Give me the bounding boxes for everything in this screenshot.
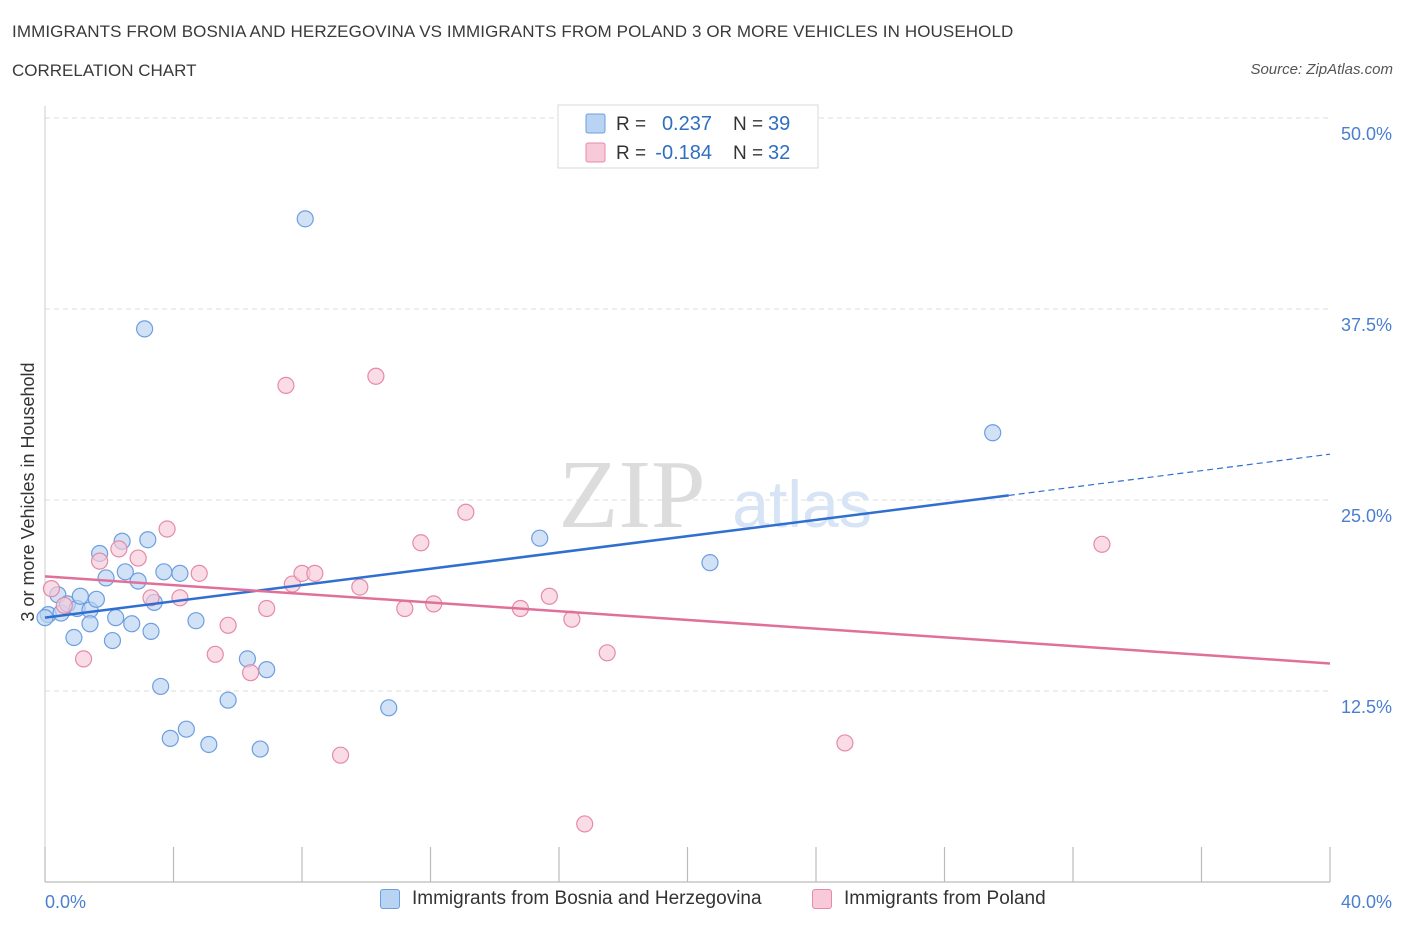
point-poland xyxy=(242,664,260,682)
y-tick-label: 50.0% xyxy=(1341,124,1392,144)
point-poland xyxy=(396,599,414,618)
point-bosnia xyxy=(103,631,122,650)
axes xyxy=(44,106,1331,883)
point-bosnia xyxy=(152,677,170,696)
bottom-legend-swatch-pink xyxy=(812,889,832,909)
point-bosnia xyxy=(187,612,205,630)
point-poland xyxy=(129,549,147,567)
bottom-legend-label-poland: Immigrants from Poland xyxy=(844,888,1046,909)
tick-labels: 12.5% 25.0% 37.5% 50.0% 0.0% 40.0% xyxy=(45,124,1392,912)
point-bosnia xyxy=(87,590,106,608)
point-poland xyxy=(190,564,208,582)
trend-line-bosnia-extension xyxy=(1008,453,1331,497)
point-poland xyxy=(142,589,160,607)
point-bosnia xyxy=(701,554,719,572)
data-points xyxy=(36,210,1111,833)
point-poland xyxy=(171,589,189,607)
bottom-legend-label-bosnia: Immigrants from Bosnia and Herzegovina xyxy=(412,888,762,909)
legend-n-label-pink: N = xyxy=(733,143,763,164)
point-bosnia xyxy=(107,609,125,627)
point-poland xyxy=(598,644,616,662)
y-axis-title: 3 or more Vehicles in Household xyxy=(18,362,38,621)
point-bosnia xyxy=(116,563,134,581)
point-bosnia xyxy=(142,622,160,641)
correlation-legend: R = 0.237 N = 39 R = -0.184 N = 32 xyxy=(557,104,819,169)
point-poland xyxy=(258,599,276,618)
point-poland xyxy=(74,650,93,668)
point-poland xyxy=(412,534,430,552)
point-bosnia xyxy=(531,529,549,547)
legend-n-value-blue: 39 xyxy=(768,113,790,135)
trend-lines xyxy=(44,453,1331,665)
point-poland xyxy=(576,815,594,833)
legend-r-value-pink: -0.184 xyxy=(655,142,712,164)
bottom-legend-swatch-blue xyxy=(380,889,400,909)
point-bosnia xyxy=(129,572,147,590)
point-bosnia xyxy=(258,661,276,679)
point-bosnia xyxy=(219,691,237,709)
point-poland xyxy=(55,596,73,615)
chart-subtitle: CORRELATION CHART xyxy=(12,61,197,80)
point-poland xyxy=(836,734,854,752)
point-poland xyxy=(158,520,176,538)
legend-swatch-blue xyxy=(585,113,606,134)
trend-line-bosnia xyxy=(44,494,1009,619)
point-bosnia xyxy=(81,615,99,633)
point-bosnia xyxy=(200,735,218,754)
point-bosnia xyxy=(135,320,154,338)
bottom-legend-item-bosnia: Immigrants from Bosnia and Herzegovina xyxy=(380,888,762,910)
trend-line-poland xyxy=(44,575,1331,665)
point-bosnia xyxy=(97,569,115,587)
point-poland xyxy=(351,578,369,596)
point-poland xyxy=(91,552,109,570)
point-poland xyxy=(367,367,385,385)
legend-swatch-pink xyxy=(585,142,606,163)
watermark-atlas: atlas xyxy=(732,467,871,541)
x-tick-label: 40.0% xyxy=(1341,892,1392,912)
point-poland xyxy=(219,616,237,634)
legend-r-label-pink: R = xyxy=(616,143,646,164)
source-credit: Source: ZipAtlas.com xyxy=(1250,61,1393,78)
grid-lines xyxy=(45,117,1330,692)
point-poland xyxy=(457,503,475,521)
point-bosnia xyxy=(171,564,189,582)
chart-title: IMMIGRANTS FROM BOSNIA AND HERZEGOVINA V… xyxy=(12,22,1014,41)
point-bosnia xyxy=(65,628,83,647)
point-bosnia xyxy=(380,699,398,717)
x-tick-label: 0.0% xyxy=(45,892,86,912)
y-tick-label: 37.5% xyxy=(1341,315,1392,335)
point-bosnia xyxy=(984,424,1002,442)
point-bosnia xyxy=(139,531,157,549)
point-poland xyxy=(42,580,61,598)
point-poland xyxy=(1093,535,1111,553)
point-bosnia xyxy=(161,729,179,747)
point-bosnia xyxy=(296,210,314,228)
point-bosnia xyxy=(177,720,195,738)
point-poland xyxy=(110,540,128,558)
watermark-zip: ZIP xyxy=(559,441,706,549)
legend-n-value-pink: 32 xyxy=(768,142,790,164)
point-poland xyxy=(306,564,324,582)
point-bosnia xyxy=(251,740,269,758)
point-poland xyxy=(206,645,224,663)
point-bosnia xyxy=(71,587,89,605)
y-tick-label: 12.5% xyxy=(1341,697,1392,717)
point-poland xyxy=(277,376,295,394)
point-poland xyxy=(331,746,350,764)
point-bosnia xyxy=(155,563,173,581)
legend-n-label-blue: N = xyxy=(733,114,763,135)
point-poland xyxy=(540,587,558,605)
bottom-legend-item-poland: Immigrants from Poland xyxy=(812,888,1046,910)
legend-r-label-blue: R = xyxy=(616,114,646,135)
point-bosnia xyxy=(123,615,141,633)
y-tick-label: 25.0% xyxy=(1341,506,1392,526)
legend-r-value-blue: 0.237 xyxy=(662,113,712,135)
